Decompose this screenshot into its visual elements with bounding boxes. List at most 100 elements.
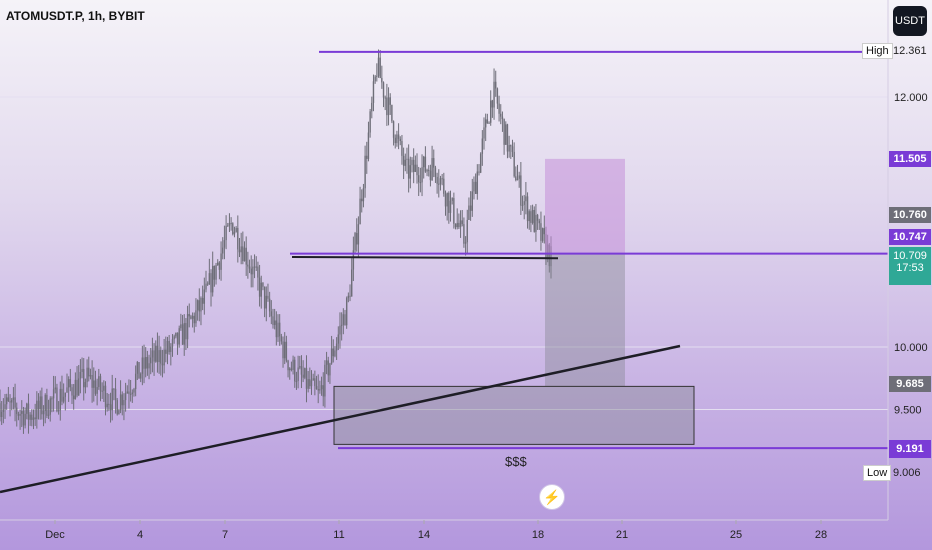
x-tick-label: 18 (532, 529, 544, 541)
candle-body (173, 336, 175, 340)
candle-body (72, 395, 75, 400)
candle-body (56, 387, 58, 412)
symbol-title[interactable]: ATOMUSDT.P, 1h, BYBIT (6, 9, 145, 23)
candle-body (21, 411, 23, 414)
candle-body (404, 159, 406, 166)
candle-body (76, 379, 78, 396)
currency-button[interactable]: USDT (893, 6, 927, 36)
candle-body (118, 410, 120, 415)
candle-body (508, 145, 510, 152)
candle-body (133, 389, 135, 393)
candle-body (186, 314, 189, 340)
candle-body (304, 368, 306, 378)
candle-body (473, 181, 475, 192)
candle-body (217, 262, 219, 266)
x-tick-label: 21 (616, 529, 628, 541)
candle-body (175, 332, 177, 337)
candle-body (74, 379, 77, 400)
candle-body (190, 316, 192, 319)
candle-body (535, 214, 537, 232)
candle-body (345, 298, 348, 326)
candle-body (198, 300, 200, 312)
candle-body (99, 376, 102, 392)
candle-body (431, 158, 433, 181)
candle-body (459, 220, 462, 228)
candle-body (146, 357, 149, 369)
candle-body (155, 345, 157, 362)
candle-body (119, 394, 122, 411)
candle-body (2, 409, 5, 412)
candle-body (37, 400, 40, 410)
candle-body (429, 170, 432, 181)
low-value: 9.006 (893, 467, 921, 479)
candle-body (456, 222, 458, 228)
y-tick-label: 12.000 (894, 92, 928, 104)
candle-body (501, 116, 504, 120)
candle-body (329, 363, 331, 376)
candle-body (59, 388, 61, 411)
last-price-tag: 10.709 17:53 (889, 247, 931, 285)
candle-body (14, 397, 16, 408)
candle-body (525, 196, 527, 202)
candle-body (227, 225, 229, 227)
candle-body (356, 233, 358, 245)
candle-body (160, 350, 162, 364)
x-tick-label: 25 (730, 529, 742, 541)
candle-body (134, 373, 137, 390)
candle-body (161, 363, 164, 366)
low-label: Low (863, 465, 892, 481)
candle-body (505, 124, 507, 145)
candle-body (98, 376, 100, 388)
candle-body (312, 378, 314, 381)
candle-body (332, 348, 334, 357)
candle-body (536, 214, 539, 221)
level-a-price-tag: 10.760 (889, 207, 931, 223)
candle-body (521, 204, 524, 206)
candle-body (12, 397, 15, 400)
candle-body (287, 360, 289, 371)
candle-body (158, 350, 160, 363)
candle-body (79, 371, 82, 379)
candle-body (511, 146, 514, 152)
candle-body (22, 411, 25, 426)
candle-body (428, 169, 430, 171)
candle-body (464, 242, 467, 244)
candle-body (376, 75, 378, 77)
candle-body (382, 82, 385, 98)
candle-body (47, 414, 50, 416)
candle-body (444, 193, 447, 207)
candle-body (491, 100, 494, 108)
candle-body (138, 362, 140, 379)
last-price-value: 10.709 (893, 250, 927, 262)
candle-body (454, 223, 457, 228)
candle-body (7, 397, 10, 402)
candle-body (402, 155, 405, 166)
candle-body (357, 224, 360, 245)
candle-body (515, 176, 517, 181)
candle-body (242, 246, 244, 262)
candle-body (379, 57, 381, 78)
candle-body (215, 265, 217, 280)
candle-body (230, 222, 232, 224)
candle-body (319, 389, 321, 391)
candle-body (11, 399, 13, 403)
candle-body (292, 359, 294, 370)
candle-body (233, 231, 236, 235)
candle-body (481, 138, 484, 154)
candle-body (31, 414, 33, 420)
lightning-icon[interactable]: ⚡ (539, 484, 565, 510)
candle-body (486, 119, 489, 124)
candle-body (406, 158, 408, 160)
candle-body (335, 343, 338, 351)
candle-body (61, 388, 63, 402)
candle-body (543, 228, 546, 235)
candle-body (423, 156, 425, 168)
candle-body (272, 316, 274, 325)
candle-body (36, 400, 38, 420)
candle-body (64, 392, 67, 397)
candle-body (27, 403, 30, 420)
candle-body (359, 198, 361, 225)
candle-body (143, 357, 145, 369)
candle-body (351, 269, 353, 297)
